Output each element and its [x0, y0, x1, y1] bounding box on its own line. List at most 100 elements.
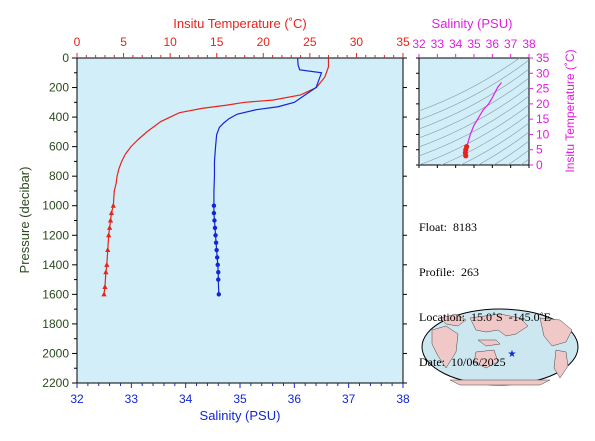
- date: Date: 10/06/2025: [419, 355, 506, 369]
- ts-temp-tick-label: 30: [536, 66, 550, 80]
- salinity-point: [212, 218, 217, 223]
- antarctica-landmass: [449, 379, 551, 386]
- density-contour: [507, 149, 529, 165]
- density-contour: [419, 77, 529, 139]
- temp-tick-label: 35: [396, 35, 410, 49]
- pressure-tick-label: 600: [49, 140, 69, 154]
- ts-temp-tick-label: 5: [536, 143, 543, 157]
- top-axis-title: Insitu Temperature (˚C): [173, 16, 306, 31]
- pressure-tick-label: 1400: [42, 258, 69, 272]
- temperature-line: [103, 58, 330, 295]
- south-america-landmass: [553, 349, 569, 379]
- temperature-point: [106, 232, 112, 238]
- temperature-point: [104, 261, 110, 267]
- temperature-point: [107, 224, 113, 230]
- density-contour: [419, 59, 529, 121]
- density-contours: [419, 58, 529, 165]
- main-plot-background: [76, 57, 404, 384]
- ts-temp-tick-label: 10: [536, 127, 550, 141]
- ts-series: [462, 82, 502, 159]
- salinity-point: [213, 240, 219, 245]
- salinity-point: [211, 210, 217, 216]
- location: Location: 15.0˚S -145.0˚E: [419, 310, 551, 324]
- ts-temp-tick-label: 20: [536, 97, 550, 111]
- pressure-tick-label: 0: [62, 51, 69, 65]
- float-location-marker: ★: [508, 349, 517, 360]
- density-contour: [419, 104, 529, 165]
- ts-salinity-tick-label: 35: [467, 37, 481, 51]
- world-map-inset: ★: [421, 308, 579, 386]
- density-contour: [440, 113, 529, 165]
- bottom-axis-title: Salinity (PSU): [200, 408, 281, 423]
- density-contour: [493, 140, 529, 165]
- salinity-tick-label: 34: [179, 392, 193, 406]
- map-continents: [431, 313, 573, 386]
- salinity-point: [212, 225, 218, 231]
- ts-temp-tick-label: 35: [536, 51, 550, 65]
- main-series: [101, 57, 330, 297]
- pressure-tick-label: 800: [49, 169, 69, 183]
- ts-title: Salinity (PSU): [432, 16, 513, 31]
- pressure-tick-label: 1000: [42, 199, 69, 213]
- ts-right-axis-title: Insitu Temperature (˚C): [563, 49, 577, 172]
- main-ticks: 0200400600800100012001400160018002000220…: [42, 35, 410, 406]
- pressure-tick-label: 2200: [42, 376, 69, 390]
- density-contour: [460, 122, 529, 165]
- salinity-tick-label: 36: [288, 392, 302, 406]
- pressure-tick-label: 1800: [42, 317, 69, 331]
- salinity-point: [211, 203, 217, 208]
- temp-tick-label: 15: [210, 35, 224, 49]
- temperature-point: [107, 217, 114, 223]
- australia-landmass: [473, 349, 499, 369]
- ts-plot-background: [418, 57, 530, 166]
- salinity-point: [214, 247, 219, 253]
- temperature-point: [101, 291, 107, 297]
- ts-salinity-tick-label: 34: [449, 37, 463, 51]
- density-contour: [419, 68, 529, 130]
- ts-temp-tick-label: 25: [536, 82, 550, 96]
- ts-temp-tick-label: 15: [536, 112, 550, 126]
- salinity-tick-label: 35: [233, 392, 247, 406]
- indonesia-landmass: [477, 339, 501, 347]
- main-profile-plot: 0200400600800100012001400160018002000220…: [17, 16, 410, 423]
- ts-salinity-tick-label: 36: [486, 37, 500, 51]
- pressure-tick-label: 1600: [42, 287, 69, 301]
- temperature-point: [105, 247, 111, 253]
- float-id: Float: 8183: [419, 220, 478, 234]
- salinity-tick-label: 38: [396, 392, 410, 406]
- temp-tick-label: 5: [120, 35, 127, 49]
- temperature-point: [103, 269, 109, 275]
- pressure-tick-label: 200: [49, 81, 69, 95]
- density-contour: [477, 131, 529, 165]
- temp-tick-label: 0: [74, 35, 81, 49]
- salinity-tick-label: 37: [342, 392, 356, 406]
- ts-deep-point: [463, 153, 469, 159]
- salinity-tick-label: 33: [125, 392, 139, 406]
- density-contour: [419, 58, 521, 112]
- salinity-point: [215, 262, 220, 268]
- ts-salinity-tick-label: 38: [522, 37, 536, 51]
- temperature-point: [102, 283, 108, 289]
- salinity-point: [213, 233, 218, 238]
- asia-landmass: [469, 313, 529, 337]
- ts-salinity-tick-label: 32: [412, 37, 426, 51]
- temp-tick-label: 20: [257, 35, 271, 49]
- ts-salinity-tick-label: 37: [504, 37, 518, 51]
- salinity-point: [216, 270, 221, 275]
- profile-number: Profile: 263: [419, 265, 479, 279]
- north-america-landmass: [539, 317, 573, 347]
- ts-temp-tick-label: 0: [536, 158, 543, 172]
- temp-tick-label: 30: [350, 35, 364, 49]
- pressure-tick-label: 400: [49, 110, 69, 124]
- temperature-point: [110, 202, 116, 208]
- temperature-point: [108, 210, 115, 216]
- salinity-point: [216, 292, 222, 297]
- africa-landmass: [431, 325, 459, 369]
- temp-tick-label: 10: [163, 35, 177, 49]
- salinity-tick-label: 32: [70, 392, 84, 406]
- pressure-tick-label: 2000: [42, 346, 69, 360]
- temp-tick-label: 25: [303, 35, 317, 49]
